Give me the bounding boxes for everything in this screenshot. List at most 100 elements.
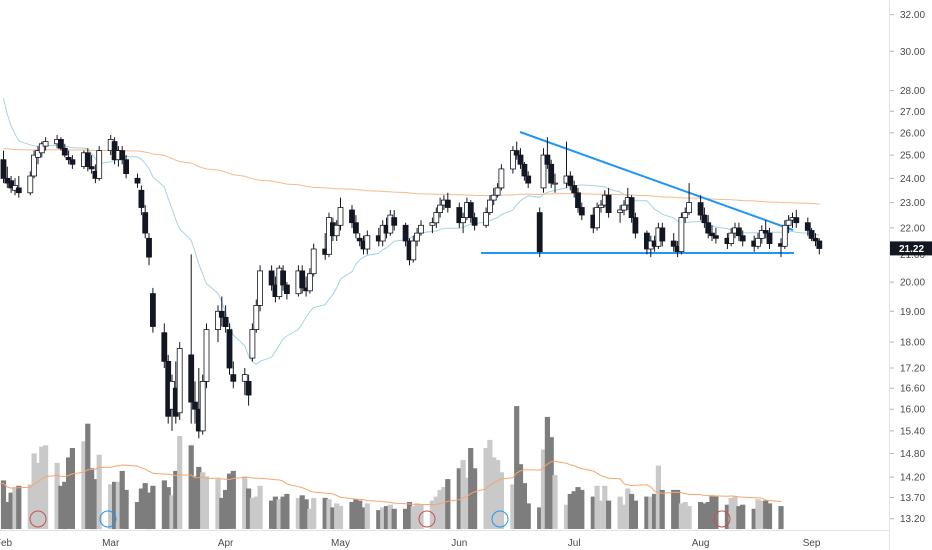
candle[interactable] (804, 217, 811, 236)
candle[interactable] (222, 305, 229, 333)
candle[interactable] (766, 227, 773, 249)
candle[interactable] (241, 368, 248, 396)
candle[interactable] (65, 150, 72, 165)
candle[interactable] (349, 205, 355, 228)
candle[interactable] (705, 215, 712, 239)
candle[interactable] (686, 183, 692, 216)
candle[interactable] (713, 227, 719, 244)
candle[interactable] (337, 197, 344, 231)
candle[interactable] (513, 141, 520, 160)
candle[interactable] (736, 222, 742, 241)
candle[interactable] (517, 148, 524, 169)
candle[interactable] (670, 233, 677, 252)
candle[interactable] (525, 171, 532, 188)
candle[interactable] (728, 227, 735, 247)
candle[interactable] (490, 187, 497, 206)
candle[interactable] (594, 202, 600, 231)
candle[interactable] (509, 146, 516, 174)
candle[interactable] (739, 230, 746, 247)
candle[interactable] (544, 137, 551, 169)
candle[interactable] (486, 195, 493, 216)
candle[interactable] (249, 323, 256, 362)
candle[interactable] (42, 137, 49, 151)
candle[interactable] (659, 222, 666, 247)
candle[interactable] (245, 374, 252, 406)
candle[interactable] (429, 217, 436, 234)
candle[interactable] (69, 155, 76, 169)
candle[interactable] (571, 180, 578, 198)
candle[interactable] (701, 207, 708, 228)
candle[interactable] (38, 141, 45, 158)
candle[interactable] (433, 207, 440, 228)
candle[interactable] (598, 200, 604, 213)
candle[interactable] (709, 225, 715, 241)
candle[interactable] (548, 159, 555, 188)
candle[interactable] (498, 164, 505, 191)
candle[interactable] (146, 233, 152, 266)
candle[interactable] (467, 200, 474, 223)
candle[interactable] (352, 215, 359, 239)
candle[interactable] (437, 197, 444, 218)
candle[interactable] (697, 195, 704, 221)
candle[interactable] (678, 212, 685, 255)
candle[interactable] (578, 202, 585, 221)
candle[interactable] (230, 361, 237, 389)
candle[interactable] (283, 282, 290, 300)
candle[interactable] (758, 225, 765, 244)
candle[interactable] (812, 233, 819, 247)
candle[interactable] (280, 265, 287, 291)
candle[interactable] (138, 185, 145, 216)
candle[interactable] (456, 202, 463, 228)
candle[interactable] (682, 207, 689, 223)
candle[interactable] (15, 176, 22, 198)
candle[interactable] (364, 230, 371, 255)
candle[interactable] (299, 265, 306, 294)
candle[interactable] (199, 374, 206, 435)
candle[interactable] (8, 176, 15, 193)
candle[interactable] (521, 162, 528, 181)
candle[interactable] (142, 205, 149, 239)
candle[interactable] (781, 220, 788, 249)
candle[interactable] (253, 299, 260, 333)
candle[interactable] (218, 296, 225, 327)
candle[interactable] (88, 155, 95, 174)
candle[interactable] (226, 323, 233, 375)
earnings-marker[interactable] (29, 510, 47, 528)
candle[interactable] (123, 155, 129, 179)
candle[interactable] (418, 220, 424, 236)
candle[interactable] (816, 238, 823, 255)
candle[interactable] (552, 173, 558, 193)
candle[interactable] (333, 220, 340, 241)
candle[interactable] (176, 342, 183, 420)
candle[interactable] (410, 235, 417, 263)
candle[interactable] (268, 265, 275, 291)
descending-trendline[interactable] (519, 131, 794, 231)
candle[interactable] (27, 171, 34, 196)
candle[interactable] (0, 150, 7, 184)
candle[interactable] (444, 192, 451, 213)
candle[interactable] (494, 183, 501, 198)
candle[interactable] (149, 287, 156, 333)
candle[interactable] (188, 254, 195, 424)
candle[interactable] (785, 215, 792, 234)
candle[interactable] (483, 207, 490, 228)
earnings-marker[interactable] (418, 510, 436, 528)
candle[interactable] (310, 243, 317, 277)
candle[interactable] (35, 146, 41, 165)
dividend-marker[interactable] (491, 510, 509, 528)
dividend-marker[interactable] (99, 510, 117, 528)
candle[interactable] (161, 323, 168, 368)
candle[interactable] (203, 323, 210, 389)
candle[interactable] (536, 207, 543, 258)
candle[interactable] (306, 268, 313, 294)
candle[interactable] (84, 148, 91, 172)
candle[interactable] (617, 205, 623, 223)
candle[interactable] (808, 227, 815, 241)
candle[interactable] (215, 305, 221, 343)
candle[interactable] (356, 233, 363, 247)
candle[interactable] (414, 227, 421, 247)
candle[interactable] (762, 220, 769, 239)
candle[interactable] (632, 212, 639, 239)
candle[interactable] (605, 187, 612, 218)
